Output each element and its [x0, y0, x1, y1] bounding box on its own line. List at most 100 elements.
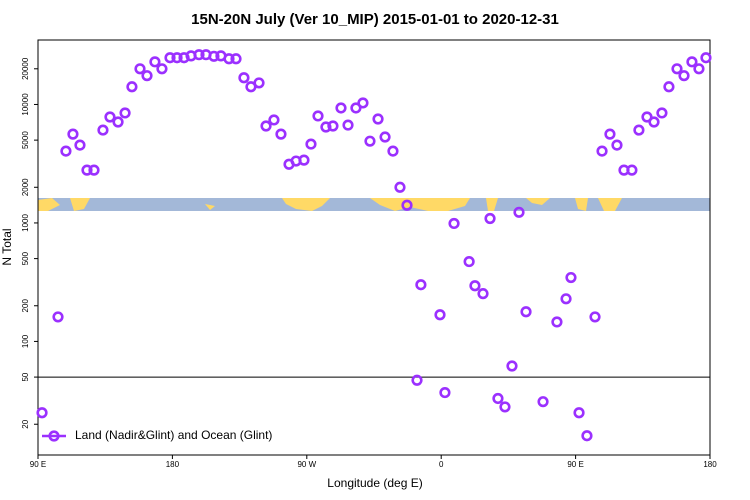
legend-label: Land (Nadir&Glint) and Ocean (Glint): [75, 428, 272, 442]
point: [372, 113, 384, 125]
point: [448, 217, 460, 230]
point: [112, 116, 124, 128]
point: [81, 164, 93, 176]
y-tick-label: 2000: [21, 178, 30, 196]
point: [394, 181, 406, 193]
point: [596, 145, 608, 157]
point: [411, 374, 423, 386]
point: [253, 77, 265, 89]
y-tick-label: 20000: [21, 57, 30, 80]
point: [551, 316, 563, 328]
point: [581, 430, 593, 442]
point: [506, 360, 518, 372]
point: [641, 111, 653, 123]
point: [379, 131, 391, 143]
point: [626, 164, 638, 176]
x-axis-label: Longitude (deg E): [327, 476, 422, 490]
point: [364, 135, 376, 147]
point: [520, 306, 532, 318]
point: [560, 293, 572, 305]
point: [268, 114, 280, 126]
point: [604, 128, 616, 140]
y-tick-label: 200: [21, 299, 30, 313]
point: [678, 70, 690, 82]
point: [126, 81, 138, 93]
x-tick-label: 180: [166, 460, 180, 469]
legend-marker: [48, 430, 60, 442]
plot-frame: [37, 39, 711, 456]
point: [573, 407, 585, 419]
y-tick-label: 500: [21, 251, 30, 265]
point: [589, 311, 601, 323]
point: [223, 53, 235, 65]
point: [327, 120, 339, 132]
y-tick-label: 5000: [21, 131, 30, 149]
point: [700, 52, 712, 64]
point: [97, 124, 109, 136]
point: [648, 116, 660, 128]
point: [663, 81, 675, 93]
point: [74, 139, 86, 151]
point: [312, 110, 324, 122]
point: [686, 56, 698, 68]
point: [342, 119, 354, 131]
point: [260, 120, 272, 132]
point: [693, 63, 705, 75]
point: [633, 124, 645, 136]
point: [401, 199, 413, 211]
point: [671, 63, 683, 75]
point: [463, 255, 475, 268]
point: [335, 102, 347, 114]
point: [439, 386, 451, 399]
point: [415, 279, 427, 291]
point: [60, 145, 72, 157]
y-tick-label: 10000: [21, 93, 30, 116]
point: [52, 311, 64, 323]
point: [238, 72, 250, 84]
point: [537, 396, 549, 408]
point: [208, 50, 220, 62]
point: [350, 102, 362, 114]
point: [104, 111, 116, 123]
y-axis-label: N Total: [0, 228, 14, 265]
x-tick-label: 0: [439, 460, 444, 469]
x-tick-label: 180: [703, 460, 717, 469]
map-strip: [38, 198, 710, 211]
point: [484, 212, 496, 225]
point: [156, 63, 168, 75]
point: [134, 63, 146, 75]
chart-title: 15N-20N July (Ver 10_MIP) 2015-01-01 to …: [191, 11, 559, 28]
y-tick-label: 50: [21, 372, 30, 381]
point: [513, 206, 525, 218]
point: [477, 288, 489, 300]
point: [434, 309, 446, 321]
point: [499, 401, 511, 413]
point: [36, 407, 48, 419]
point: [275, 128, 287, 140]
y-tick-label: 1000: [21, 213, 30, 231]
point: [119, 107, 131, 119]
point: [67, 128, 79, 140]
y-tick-label: 20: [21, 419, 30, 428]
point: [565, 271, 577, 284]
point: [469, 280, 481, 292]
point: [320, 121, 332, 133]
point: [298, 154, 310, 166]
x-tick-label: 90 W: [297, 460, 316, 469]
point: [387, 145, 399, 157]
x-tick-label: 90 E: [567, 460, 583, 469]
point: [492, 392, 504, 405]
point: [141, 70, 153, 82]
point: [305, 138, 317, 150]
point: [149, 56, 161, 68]
x-tick-label: 90 E: [30, 460, 46, 469]
y-tick-label: 100: [21, 334, 30, 348]
point: [171, 52, 183, 64]
point: [656, 107, 668, 119]
point: [357, 97, 369, 109]
point: [164, 52, 176, 64]
point: [230, 53, 242, 65]
point: [88, 164, 100, 176]
point: [611, 139, 623, 151]
